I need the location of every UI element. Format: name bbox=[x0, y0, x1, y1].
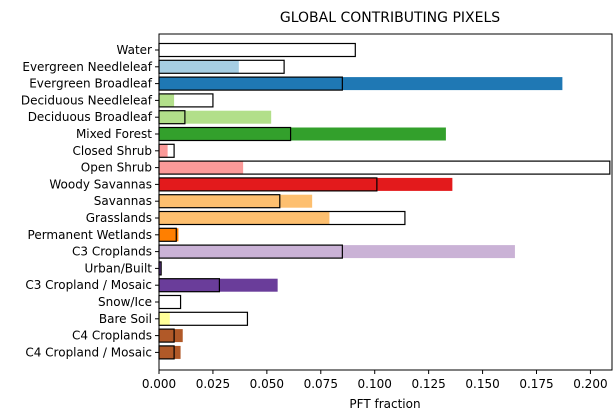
y-tick-label-6: Closed Shrub bbox=[73, 144, 153, 158]
y-tick-label-5: Mixed Forest bbox=[76, 127, 152, 141]
bar-filled-14 bbox=[159, 278, 278, 292]
bar-filled-7 bbox=[159, 161, 244, 175]
x-tick-label-4: 0.100 bbox=[358, 377, 392, 391]
plot-frame bbox=[158, 33, 613, 371]
chart-title: GLOBAL CONTRIBUTING PIXELS bbox=[280, 10, 500, 26]
x-tick-label-2: 0.050 bbox=[250, 377, 284, 391]
bar-filled-17 bbox=[159, 329, 183, 343]
y-tick-label-9: Savannas bbox=[94, 194, 152, 208]
x-tick-label-6: 0.150 bbox=[465, 377, 499, 391]
bar-filled-2 bbox=[159, 77, 563, 91]
x-tick-label-1: 0.025 bbox=[196, 377, 230, 391]
x-tick-label-8: 0.200 bbox=[573, 377, 607, 391]
bars-layer bbox=[158, 42, 611, 360]
y-tick-label-4: Deciduous Broadleaf bbox=[28, 110, 153, 124]
y-tick-label-8: Woody Savannas bbox=[49, 177, 152, 191]
y-tick-label-11: Permanent Wetlands bbox=[28, 228, 152, 242]
y-tick-label-16: Bare Soil bbox=[99, 312, 152, 326]
bar-filled-6 bbox=[159, 144, 168, 158]
y-tick-labels: Water Evergreen Needleleaf Evergreen Broad… bbox=[21, 43, 159, 359]
y-tick-label-7: Open Shrub bbox=[81, 161, 152, 175]
bar-filled-9 bbox=[159, 194, 313, 208]
bar-outline-0 bbox=[158, 42, 356, 58]
bar-filled-1 bbox=[159, 60, 239, 74]
y-tick-label-12: C3 Croplands bbox=[72, 245, 152, 259]
y-tick-label-10: Grasslands bbox=[86, 211, 152, 225]
bar-filled-8 bbox=[159, 177, 453, 191]
bar-filled-3 bbox=[159, 93, 175, 107]
y-tick-label-17: C4 Croplands bbox=[72, 329, 152, 343]
x-tick-label-5: 0.125 bbox=[411, 377, 445, 391]
x-axis-label: PFT fraction bbox=[349, 397, 420, 411]
y-tick-label-18: C4 Cropland / Mosaic bbox=[25, 345, 152, 359]
x-tick-label-7: 0.175 bbox=[519, 377, 553, 391]
y-tick-label-15: Snow/Ice bbox=[98, 295, 152, 309]
y-tick-label-3: Deciduous Needleleaf bbox=[21, 93, 153, 107]
bar-filled-16 bbox=[159, 312, 170, 326]
y-tick-label-2: Evergreen Broadleaf bbox=[29, 77, 153, 91]
bar-filled-13 bbox=[159, 261, 162, 275]
y-tick-label-1: Evergreen Needleleaf bbox=[22, 60, 152, 74]
bar-outline-16 bbox=[158, 311, 249, 326]
bar-filled-5 bbox=[159, 127, 446, 141]
y-tick-label-14: C3 Cropland / Mosaic bbox=[25, 278, 152, 292]
y-tick-label-0: Water bbox=[117, 43, 153, 57]
bar-filled-10 bbox=[159, 211, 330, 225]
x-ticks: 0.000 0.025 0.050 0.075 0.100 0.125 0.150 0.175… bbox=[142, 370, 608, 391]
bar-outline-15 bbox=[158, 294, 182, 310]
y-tick-label-13: Urban/Built bbox=[84, 261, 152, 275]
bar-filled-11 bbox=[159, 228, 179, 242]
bar-filled-12 bbox=[159, 245, 515, 259]
bar-filled-18 bbox=[159, 345, 181, 359]
x-tick-label-0: 0.000 bbox=[142, 377, 176, 391]
x-tick-label-3: 0.075 bbox=[304, 377, 338, 391]
bar-filled-4 bbox=[159, 110, 272, 124]
